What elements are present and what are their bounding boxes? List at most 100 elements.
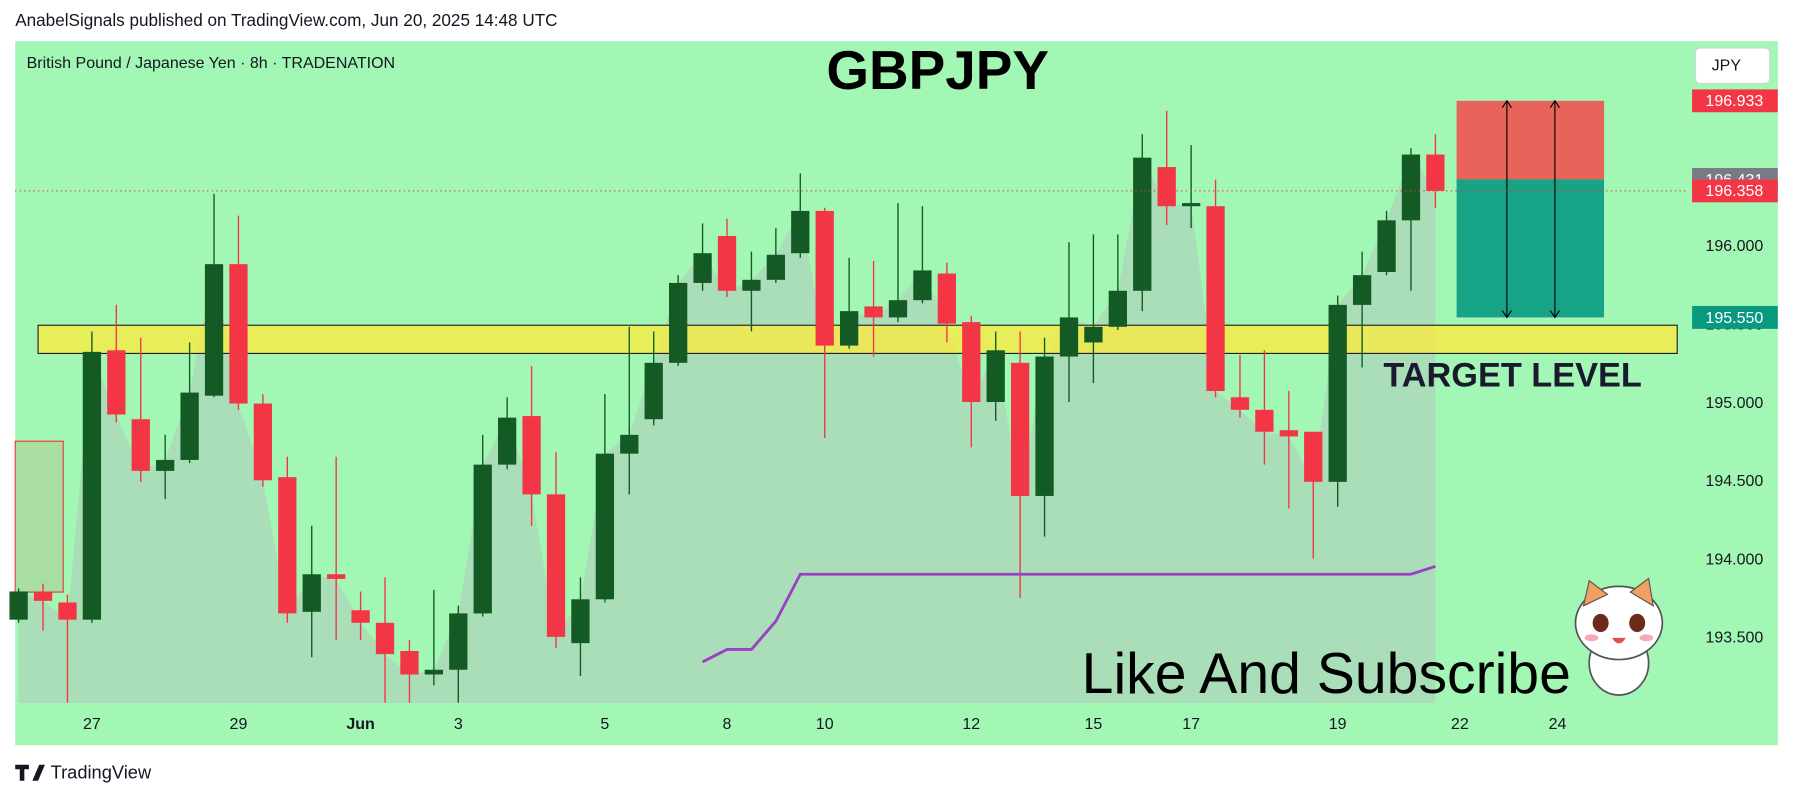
candle-body (1084, 326, 1103, 343)
x-tick-label: 5 (600, 716, 609, 733)
x-tick-label: 22 (1451, 716, 1469, 733)
x-tick-label: 29 (230, 716, 248, 733)
tradingview-logo (15, 764, 45, 781)
x-tick-label: 19 (1329, 716, 1347, 733)
candle-body (1255, 409, 1274, 432)
price-tag-label: 195.550 (1705, 310, 1763, 327)
footer-brand: TradingView (51, 762, 152, 783)
candle-body (766, 254, 786, 280)
candle-body (595, 453, 615, 600)
left-box (14, 440, 64, 593)
x-tick-label: Jun (346, 716, 374, 733)
candle-body (449, 613, 468, 670)
x-tick-label: 24 (1549, 716, 1567, 733)
plot (9, 99, 1688, 703)
candle-body (571, 599, 590, 644)
y-tick-label: 194.000 (1705, 551, 1763, 568)
currency-box[interactable] (1694, 47, 1771, 85)
chart-title: GBPJPY (826, 39, 1049, 101)
price-tag (1692, 305, 1778, 329)
price-tag (1692, 179, 1778, 203)
candle-body (669, 282, 688, 363)
candle-body (204, 264, 224, 396)
y-tick-label: 195.000 (1705, 395, 1763, 412)
candle-body (1401, 154, 1421, 221)
currency[interactable]: JPY (1712, 58, 1742, 75)
stop-zone (1456, 100, 1605, 180)
x-tick-label: 8 (723, 716, 732, 733)
candle-body (473, 464, 492, 614)
candle-body (302, 574, 321, 612)
x-tick-label: 10 (816, 716, 834, 733)
x-tick-label: 3 (454, 716, 463, 733)
candle-body (229, 264, 248, 404)
candle-body (1059, 317, 1079, 357)
x-tick-label: 17 (1182, 716, 1200, 733)
subscribe-annotation: Like And Subscribe (1082, 642, 1571, 706)
candle-body (1108, 290, 1127, 327)
candle-body (1181, 203, 1201, 207)
candle-body (839, 311, 859, 346)
candle-body (131, 419, 150, 471)
x-tick-label: 27 (83, 716, 101, 733)
candle-body (351, 610, 370, 623)
candle-body (962, 322, 981, 402)
price-tag-label: 196.933 (1705, 93, 1763, 110)
candle-body (693, 253, 712, 283)
candle-body (1352, 275, 1372, 305)
candle-body (498, 417, 517, 465)
candle-body (522, 416, 541, 495)
candle-body (913, 270, 932, 301)
candle-body (58, 602, 77, 620)
candle-body (9, 591, 28, 620)
candle-body (864, 306, 883, 318)
candle-body (1377, 220, 1396, 272)
target-zone (1456, 179, 1605, 318)
candle-body (644, 362, 663, 420)
candle-body (815, 210, 834, 346)
close-area (18, 154, 1436, 703)
candle-body (82, 351, 102, 620)
candle-body (33, 591, 53, 601)
y-tick-label: 193.500 (1705, 630, 1763, 647)
candle-body (156, 459, 175, 471)
candle-body (400, 650, 419, 675)
candle-body (424, 669, 444, 675)
candle-body (1426, 154, 1445, 191)
candle-body (1157, 167, 1176, 207)
candle-body (1206, 206, 1225, 392)
cat-sticker (1574, 577, 1664, 696)
y-tick-label: 194.500 (1705, 473, 1763, 490)
x-tick-label: 12 (962, 716, 980, 733)
publish-header: AnabelSignals published on TradingView.c… (15, 10, 557, 30)
candle-body (1328, 304, 1347, 482)
price-tag (1692, 89, 1778, 113)
candle-body (1010, 362, 1030, 496)
arrow-head (1501, 99, 1512, 319)
indicator-line (701, 565, 1436, 664)
candle-body (1230, 397, 1250, 410)
candle-body (937, 273, 956, 324)
candle-body (375, 622, 395, 655)
price-tag-label: 196.358 (1705, 183, 1763, 200)
candle-body (1133, 157, 1152, 291)
candle-body (791, 210, 810, 254)
candle-body (986, 350, 1005, 402)
candle-body (1035, 356, 1054, 496)
candle-body (717, 235, 737, 291)
candle-body (107, 350, 126, 415)
candle-body (742, 279, 761, 291)
candle-body (888, 300, 908, 318)
candle-body (327, 574, 346, 579)
candle-body (1304, 431, 1323, 482)
candle-body (1279, 430, 1298, 437)
y-tick-label: 196.000 (1705, 238, 1763, 255)
x-tick-label: 15 (1085, 716, 1103, 733)
target-annotation: TARGET LEVEL (1383, 356, 1641, 394)
candle-body (253, 403, 273, 481)
candle-body (620, 434, 639, 454)
symbol-info: British Pound / Japanese Yen · 8h · TRAD… (27, 55, 395, 72)
candle-body (278, 477, 297, 614)
candle-body (180, 392, 199, 460)
